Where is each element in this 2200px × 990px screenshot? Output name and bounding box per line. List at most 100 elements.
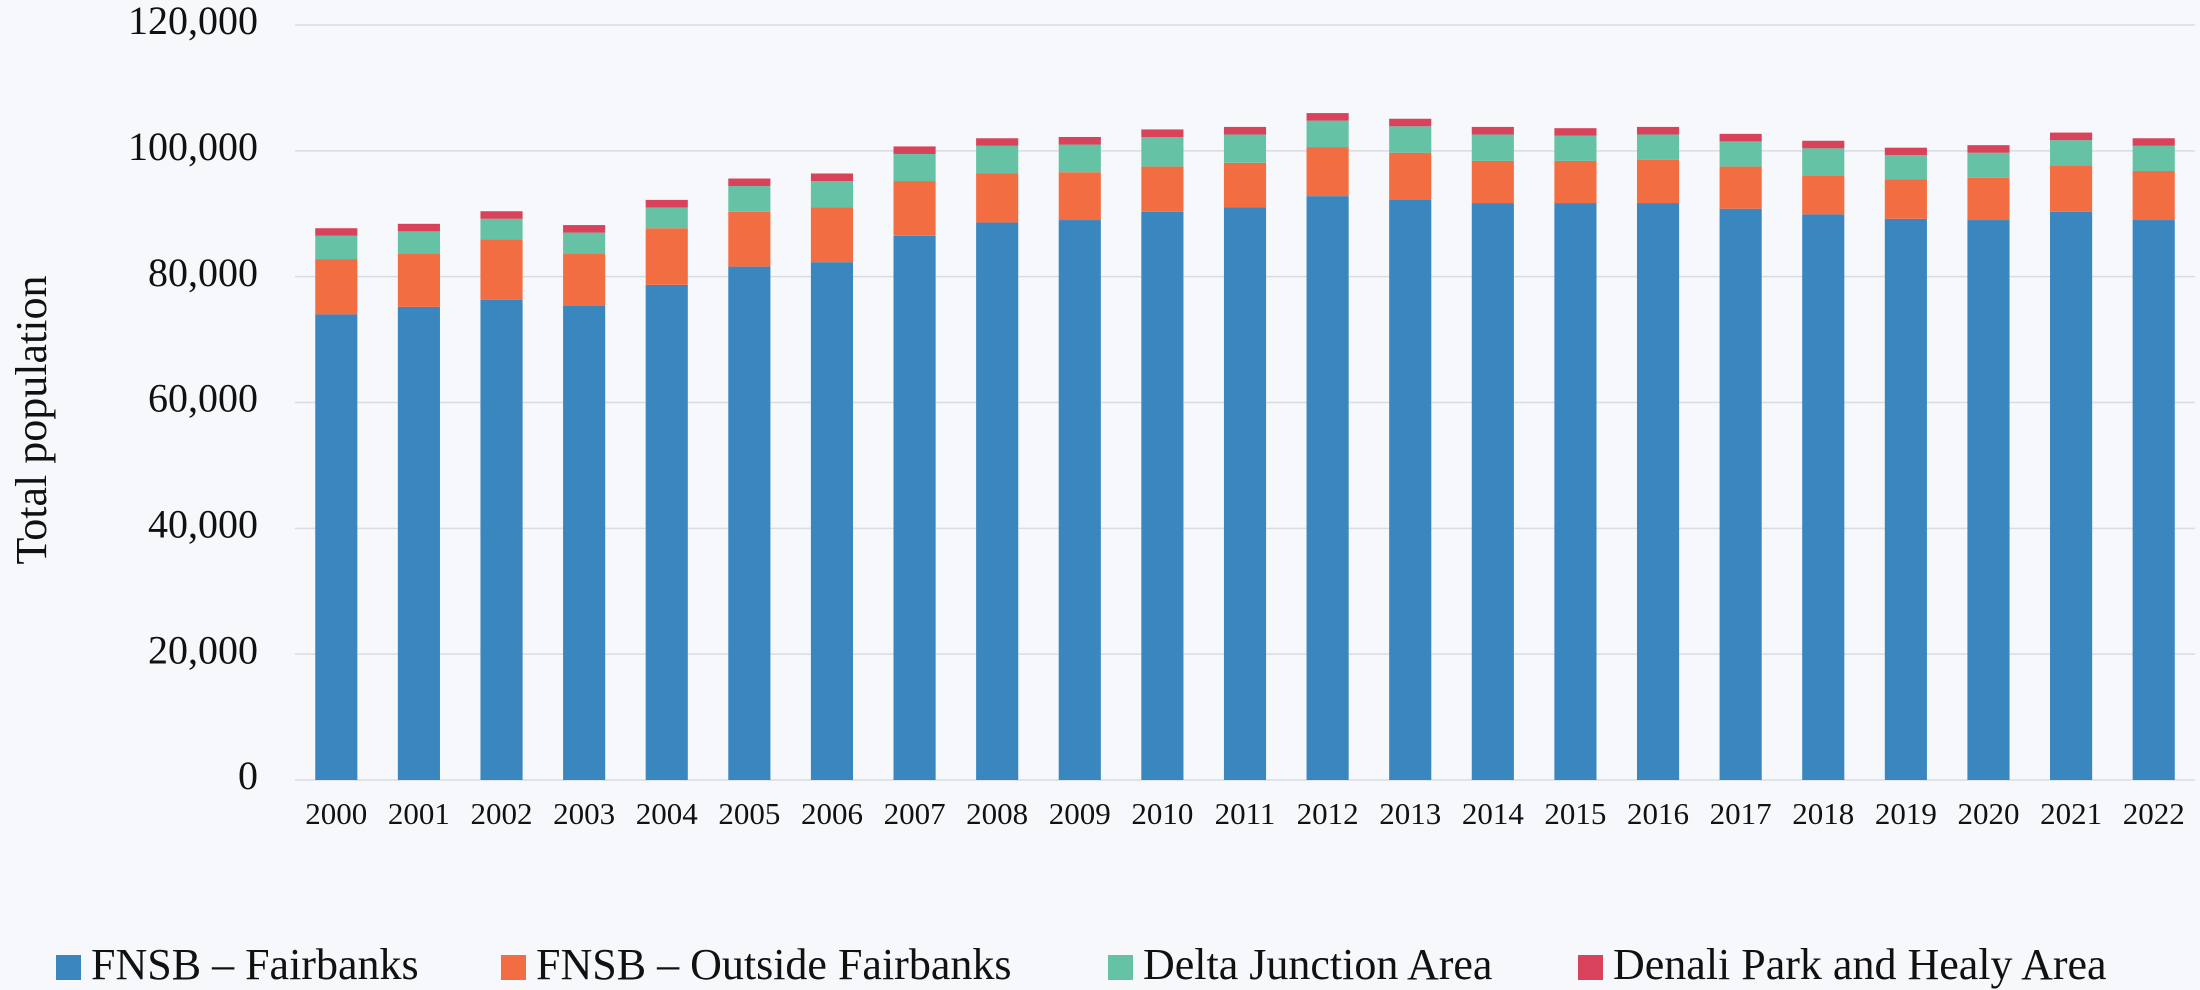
bar-segment xyxy=(563,305,606,780)
x-tick-label: 2002 xyxy=(471,796,533,831)
bar-segment xyxy=(728,211,771,267)
bar-segment xyxy=(1967,220,2010,780)
bar-segment xyxy=(1802,214,1845,781)
y-tick-label: 80,000 xyxy=(148,250,258,295)
bar-segment xyxy=(1141,166,1184,212)
bar-segment xyxy=(976,145,1019,174)
bar-segment xyxy=(563,232,606,255)
bar-segment xyxy=(397,223,440,232)
y-tick-label: 40,000 xyxy=(148,502,258,547)
bar-segment xyxy=(810,207,854,263)
bar-segment xyxy=(315,314,358,780)
bar-segment xyxy=(1719,133,1762,142)
bar-segment xyxy=(893,153,936,182)
bar-segment xyxy=(2132,220,2175,780)
bar-segment xyxy=(563,254,606,306)
x-tick-label: 2017 xyxy=(1710,796,1772,831)
bar-segment xyxy=(2132,170,2175,221)
bar-segment xyxy=(1306,196,1349,781)
x-tick-label: 2015 xyxy=(1544,796,1606,831)
bar-segment xyxy=(315,228,358,236)
bar-segment xyxy=(976,222,1019,780)
bar-segment xyxy=(315,235,358,260)
bar-segment xyxy=(1636,126,1680,135)
bar-segment xyxy=(645,199,688,208)
bar-segment xyxy=(397,306,440,780)
bar-segment xyxy=(397,231,440,255)
bar-segment xyxy=(1554,203,1597,780)
y-tick-label: 60,000 xyxy=(148,376,258,421)
bar-segment xyxy=(728,178,771,187)
y-tick-label: 100,000 xyxy=(128,124,258,169)
bar-segment xyxy=(1884,218,1927,781)
x-tick-label: 2014 xyxy=(1462,796,1525,831)
bar-segment xyxy=(976,173,1019,223)
bar-segment xyxy=(1884,179,1927,219)
x-tick-label: 2001 xyxy=(388,796,450,831)
bar-segment xyxy=(1223,207,1267,781)
bar-segment xyxy=(1554,135,1597,161)
bar-segment xyxy=(315,259,358,315)
legend-label: Delta Junction Area xyxy=(1143,940,1492,989)
bar-segment xyxy=(893,235,936,781)
bar-segment xyxy=(1389,199,1432,780)
bar-segment xyxy=(1471,203,1514,780)
bar-segment xyxy=(2050,165,2093,212)
x-tick-label: 2010 xyxy=(1131,796,1193,831)
bar-segment xyxy=(1802,148,1845,176)
bar-segment xyxy=(1967,152,2010,178)
bar-segment xyxy=(1719,208,1762,780)
bar-segment xyxy=(1802,140,1845,149)
bar-segment xyxy=(1223,134,1267,163)
x-tick-label: 2020 xyxy=(1957,796,2019,831)
x-tick-label: 2012 xyxy=(1297,796,1359,831)
bar-segment xyxy=(893,181,936,236)
x-tick-label: 2018 xyxy=(1792,796,1854,831)
x-tick-label: 2009 xyxy=(1049,796,1111,831)
x-tick-label: 2021 xyxy=(2040,796,2102,831)
bar-segment xyxy=(480,211,523,219)
x-tick-label: 2008 xyxy=(966,796,1028,831)
bar-segment xyxy=(1223,126,1267,135)
bar-segment xyxy=(728,266,771,781)
bar-segment xyxy=(1141,129,1184,137)
bar-segment xyxy=(1471,126,1514,135)
y-tick-label: 120,000 xyxy=(128,0,258,43)
bar-segment xyxy=(810,173,854,182)
bar-segment xyxy=(397,254,440,307)
x-tick-label: 2007 xyxy=(884,796,946,831)
bar-segment xyxy=(480,218,523,240)
legend-swatch xyxy=(1108,955,1133,980)
bar-segment xyxy=(1389,118,1432,127)
bar-segment xyxy=(2132,145,2175,171)
bar-segment xyxy=(1719,141,1762,167)
x-tick-label: 2019 xyxy=(1875,796,1937,831)
bar-segment xyxy=(1058,136,1101,145)
bar-segment xyxy=(893,146,936,154)
bar-segment xyxy=(2050,132,2093,141)
bar-segment xyxy=(1802,175,1845,215)
bar-segment xyxy=(976,138,1019,146)
bar-segment xyxy=(728,186,771,212)
bar-segment xyxy=(1554,128,1597,136)
bar-segment xyxy=(1223,162,1267,208)
y-axis-title: Total population xyxy=(7,276,56,565)
bar-segment xyxy=(1884,147,1927,156)
bar-segment xyxy=(1719,166,1762,209)
x-tick-label: 2016 xyxy=(1627,796,1689,831)
x-tick-label: 2005 xyxy=(718,796,780,831)
bar-segment xyxy=(645,207,688,229)
x-tick-label: 2000 xyxy=(305,796,367,831)
bar-segment xyxy=(1389,126,1432,153)
bar-segment xyxy=(1389,152,1432,200)
bar-segment xyxy=(2050,211,2093,781)
y-tick-label: 0 xyxy=(238,753,258,798)
bar-segment xyxy=(1058,172,1101,221)
bar-segment xyxy=(480,239,523,300)
bar-segment xyxy=(1306,147,1349,197)
bar-segment xyxy=(1058,220,1101,780)
legend-label: Denali Park and Healy Area xyxy=(1613,940,2107,989)
legend-swatch xyxy=(501,955,526,980)
bar-segment xyxy=(1306,113,1349,121)
